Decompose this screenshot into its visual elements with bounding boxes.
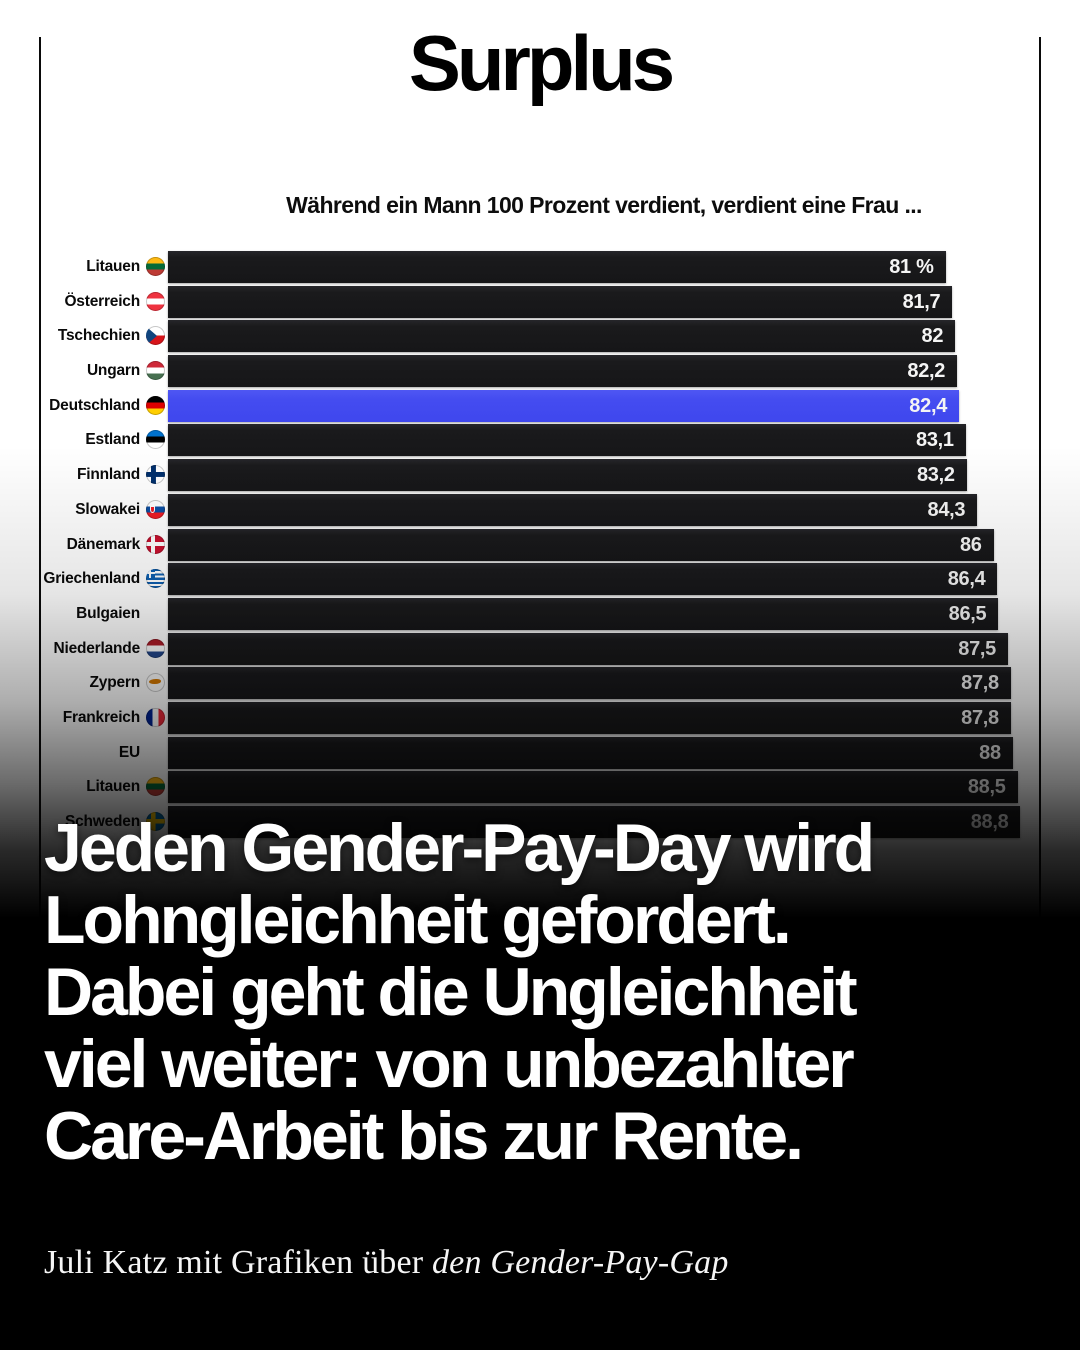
headline: Jeden Gender-Pay-Day wird Lohngleichheit… xyxy=(44,810,875,1174)
chart-row: Griechenland 86,4 xyxy=(0,563,1080,596)
bar: 86,4 xyxy=(168,563,998,596)
gr-flag-icon xyxy=(146,569,165,589)
bar: 84,3 xyxy=(168,493,978,526)
country-label: Deutschland xyxy=(49,396,140,414)
bar: 83,2 xyxy=(168,459,967,492)
chart-row: Österreich 81,7 xyxy=(0,285,1080,318)
chart-row: Finnland 83,2 xyxy=(0,459,1080,492)
cy-flag-icon xyxy=(146,673,165,693)
de-flag-icon xyxy=(146,395,165,415)
bar-value-label: 87,8 xyxy=(961,706,999,729)
country-label: Griechenland xyxy=(43,570,140,588)
chart-row: Bulgaien 86,5 xyxy=(0,597,1080,630)
chart-row: Ungarn 82,2 xyxy=(0,355,1080,388)
country-label: Dänemark xyxy=(66,535,141,553)
country-label: Zypern xyxy=(89,674,141,692)
bar: 81 % xyxy=(168,251,946,283)
country-label: Tschechien xyxy=(57,327,140,345)
ee-flag-icon xyxy=(146,430,165,450)
bar-value-label: 88 xyxy=(979,741,1001,764)
surplus-logo: Surplus xyxy=(408,19,675,107)
bar: 87,5 xyxy=(168,632,1008,665)
fi-flag-icon xyxy=(146,465,165,485)
bar: 88 xyxy=(168,736,1013,769)
country-label: Litauen xyxy=(86,258,140,275)
cz-flag-icon xyxy=(146,326,165,346)
bar-value-label: 82,2 xyxy=(907,360,946,383)
bar-value-label: 87,5 xyxy=(958,637,996,660)
bar-value-label: 83,2 xyxy=(916,464,955,487)
chart-row: Litauen 81 % xyxy=(0,251,1080,283)
bar: 87,8 xyxy=(168,701,1011,734)
country-label: Estland xyxy=(85,431,140,449)
bar-value-label: 86 xyxy=(959,533,982,556)
chart-row: Tschechien 82 xyxy=(0,320,1080,353)
country-label: Litauen xyxy=(86,778,140,796)
fr-flag-icon xyxy=(146,707,165,727)
chart-rows: Litauen 81 % Österreich 81,7 Tschechien … xyxy=(0,251,1080,838)
chart-row: Frankreich 87,8 xyxy=(0,701,1080,734)
country-label: Niederlande xyxy=(53,639,140,657)
byline: Juli Katz mit Grafiken über den Gender-P… xyxy=(44,1244,729,1282)
bar-value-label: 83,1 xyxy=(916,429,954,452)
country-label: Slowakei xyxy=(75,500,140,518)
bar-value-label: 82 xyxy=(921,325,944,348)
country-label: Ungarn xyxy=(86,362,140,380)
chart-row: Slowakei 84,3 xyxy=(0,493,1080,526)
byline-regular: Juli Katz mit Grafiken über xyxy=(44,1244,432,1281)
country-label: Österreich xyxy=(64,292,140,310)
dk-flag-icon xyxy=(146,534,165,554)
country-label: EU xyxy=(118,743,140,761)
bar-value-label: 86,5 xyxy=(948,602,987,625)
bar-value-label: 88,5 xyxy=(967,776,1006,799)
bar-value-label: 81,7 xyxy=(902,290,941,313)
hu-flag-icon xyxy=(146,361,165,381)
bar: 86 xyxy=(168,528,994,561)
bar-value-label: 87,8 xyxy=(961,672,999,695)
bar: 82 xyxy=(168,320,956,353)
chart-row: Niederlande 87,5 xyxy=(0,632,1080,665)
bar-value-label: 82,4 xyxy=(909,394,948,417)
country-label: Bulgaien xyxy=(76,604,140,622)
bar: 81,7 xyxy=(168,285,953,318)
country-label: Finnland xyxy=(77,466,140,484)
bar-chart: Litauen 81 % Österreich 81,7 Tschechien … xyxy=(0,251,1080,841)
chart-row: Dänemark 86 xyxy=(0,528,1080,561)
bar: 86,5 xyxy=(168,597,999,630)
bar-value-label: 81 % xyxy=(889,256,934,278)
bar: 87,8 xyxy=(168,667,1011,700)
lt-flag-icon xyxy=(146,257,165,276)
bar: 82,4 xyxy=(168,389,960,422)
nl-flag-icon xyxy=(146,638,165,658)
chart-row: Litauen 88,5 xyxy=(0,771,1080,804)
country-label: Frankreich xyxy=(62,708,140,726)
bar-value-label: 84,3 xyxy=(927,498,966,521)
chart-title: Während ein Mann 100 Prozent verdient, v… xyxy=(286,192,922,218)
chart-row: Deutschland 82,4 xyxy=(0,389,1080,422)
chart-row: EU 88 xyxy=(0,736,1080,769)
bar: 88,5 xyxy=(168,771,1018,804)
lt-flag-icon xyxy=(146,777,165,797)
chart-row: Zypern 87,8 xyxy=(0,667,1080,700)
bar: 82,2 xyxy=(168,355,958,388)
at-flag-icon xyxy=(146,291,165,311)
byline-italic: den Gender-Pay-Gap xyxy=(431,1244,729,1281)
chart-row: Estland 83,1 xyxy=(0,424,1080,457)
bar-value-label: 86,4 xyxy=(947,568,986,591)
sk-flag-icon xyxy=(146,499,165,519)
bar: 83,1 xyxy=(168,424,966,457)
